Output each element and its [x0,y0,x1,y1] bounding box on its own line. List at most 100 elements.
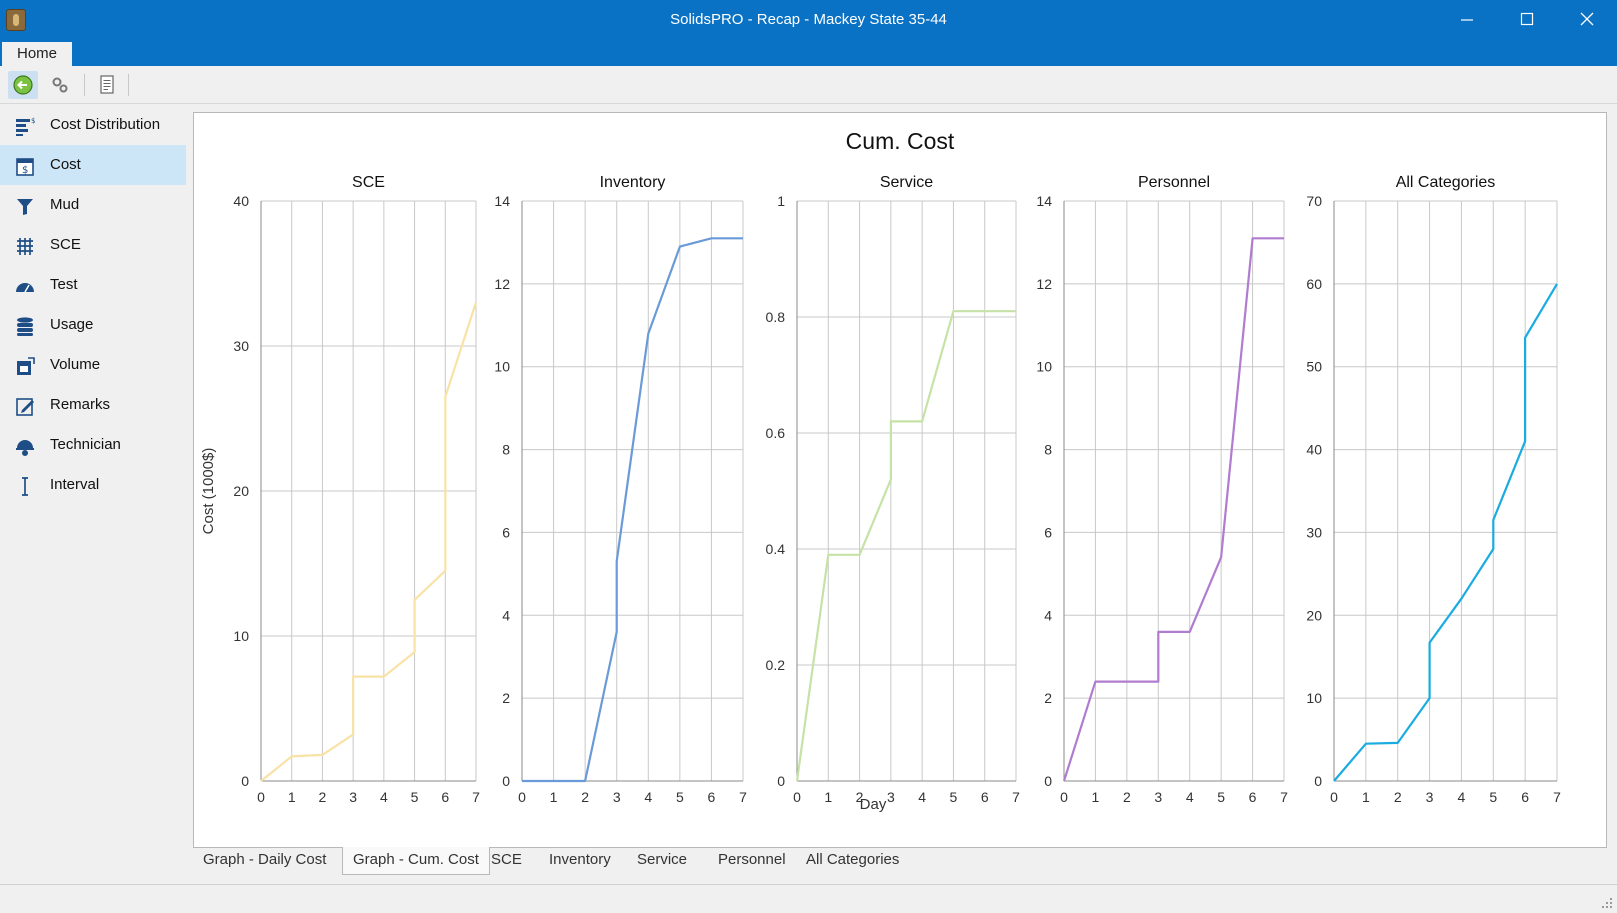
toolbar-separator [84,74,85,96]
y-tick-label: 6 [502,524,510,540]
back-icon [13,75,33,95]
test-icon [16,283,34,293]
x-tick-label: 2 [856,789,864,805]
panel-title: Service [880,174,933,191]
sidebar-item-label: SCE [50,236,81,253]
y-tick-label: 40 [233,193,249,209]
usage-icon [17,317,33,336]
sidebar-item-sce[interactable]: SCE [0,225,186,265]
sidebar-item-remarks[interactable]: Remarks [0,385,186,425]
x-tick-label: 4 [1186,789,1194,805]
sce-icon [17,238,33,255]
y-tick-label: 2 [502,690,510,706]
x-tick-label: 1 [1092,789,1100,805]
y-tick-label: 30 [1306,524,1322,540]
back-button[interactable] [8,71,38,99]
sidebar-item-test[interactable]: Test [0,265,186,305]
tab-service[interactable]: Service [637,851,688,868]
resize-grip-icon[interactable] [1601,897,1613,909]
close-button[interactable] [1557,0,1617,40]
y-tick-label: 0.8 [766,309,786,325]
sidebar-item-label: Interval [50,476,100,493]
x-tick-label: 2 [1123,789,1131,805]
y-tick-label: 4 [502,607,510,623]
y-tick-label: 50 [1306,359,1322,375]
sidebar-item-usage[interactable]: Usage [0,305,186,345]
x-tick-label: 4 [918,789,926,805]
x-tick-label: 6 [981,789,989,805]
y-tick-label: 2 [1044,690,1052,706]
tab-sce[interactable]: SCE [491,851,522,868]
x-tick-label: 2 [319,789,327,805]
settings-icon [52,77,68,93]
sidebar-item-label: Usage [50,316,94,333]
x-tick-label: 1 [824,789,832,805]
svg-text:$: $ [22,165,28,176]
tab-graph-cum-cost[interactable]: Graph - Cum. Cost [342,847,490,875]
minimize-icon [1461,19,1473,21]
x-tick-label: 3 [1154,789,1162,805]
x-tick-label: 5 [1489,789,1497,805]
y-tick-label: 20 [233,483,249,499]
x-tick-label: 4 [1458,789,1466,805]
y-tick-label: 0 [241,773,249,789]
maximize-icon [1520,12,1534,26]
sidebar-item-label: Cost [50,156,81,173]
sidebar-item-label: Volume [50,356,101,373]
tab-all-categories[interactable]: All Categories [806,851,900,868]
y-tick-label: 14 [1036,193,1052,209]
sidebar-item-cost-distribution[interactable]: $ Cost Distribution [0,105,186,145]
y-tick-label: 10 [1306,690,1322,706]
y-tick-label: 12 [494,276,510,292]
title-bar: SolidsPRO - Recap - Mackey State 35-44 [0,0,1617,40]
x-tick-label: 6 [708,789,716,805]
x-tick-label: 0 [793,789,801,805]
y-tick-label: 14 [494,193,510,209]
series-line [1333,283,1558,782]
y-tick-label: 20 [1306,607,1322,623]
sidebar-item-technician[interactable]: Technician [0,425,186,465]
tab-inventory[interactable]: Inventory [549,851,611,868]
y-tick-label: 0.6 [766,425,786,441]
tab-graph-daily-cost[interactable]: Graph - Daily Cost [203,851,327,868]
sidebar-item-cost[interactable]: $ Cost [0,145,186,185]
report-button[interactable] [92,71,122,99]
app-icon[interactable] [6,9,26,31]
close-icon [1580,12,1594,26]
sidebar-item-mud[interactable]: Mud [0,185,186,225]
x-tick-label: 4 [380,789,388,805]
maximize-button[interactable] [1497,0,1557,40]
sidebar-item-interval[interactable]: Interval [0,465,186,505]
tab-personnel[interactable]: Personnel [718,851,786,868]
sidebar-item-volume[interactable]: Volume [0,345,186,385]
report-icon [100,75,114,94]
y-tick-label: 4 [1044,607,1052,623]
x-tick-label: 7 [1280,789,1288,805]
y-tick-label: 40 [1306,442,1322,458]
technician-icon [16,440,34,456]
y-tick-label: 30 [233,338,249,354]
y-tick-label: 0 [1314,773,1322,789]
minimize-button[interactable] [1437,0,1497,40]
mud-icon [17,199,33,215]
x-tick-label: 3 [1426,789,1434,805]
sidebar-item-label: Test [50,276,78,293]
series-line [795,310,1016,782]
chart-title: Cum. Cost [845,128,955,154]
interval-icon [22,477,28,496]
x-tick-label: 7 [1553,789,1561,805]
y-tick-label: 10 [494,359,510,375]
settings-button[interactable] [45,71,75,99]
x-tick-label: 5 [950,789,958,805]
x-tick-label: 6 [1249,789,1257,805]
y-tick-label: 70 [1306,193,1322,209]
remarks-icon [16,398,34,416]
tab-home[interactable]: Home [2,42,72,66]
sidebar-item-label: Technician [50,436,121,453]
window-title: SolidsPRO - Recap - Mackey State 35-44 [670,11,947,28]
y-tick-label: 0.2 [766,657,786,673]
sidebar-item-label: Remarks [50,396,111,413]
y-tick-label: 0 [1044,773,1052,789]
